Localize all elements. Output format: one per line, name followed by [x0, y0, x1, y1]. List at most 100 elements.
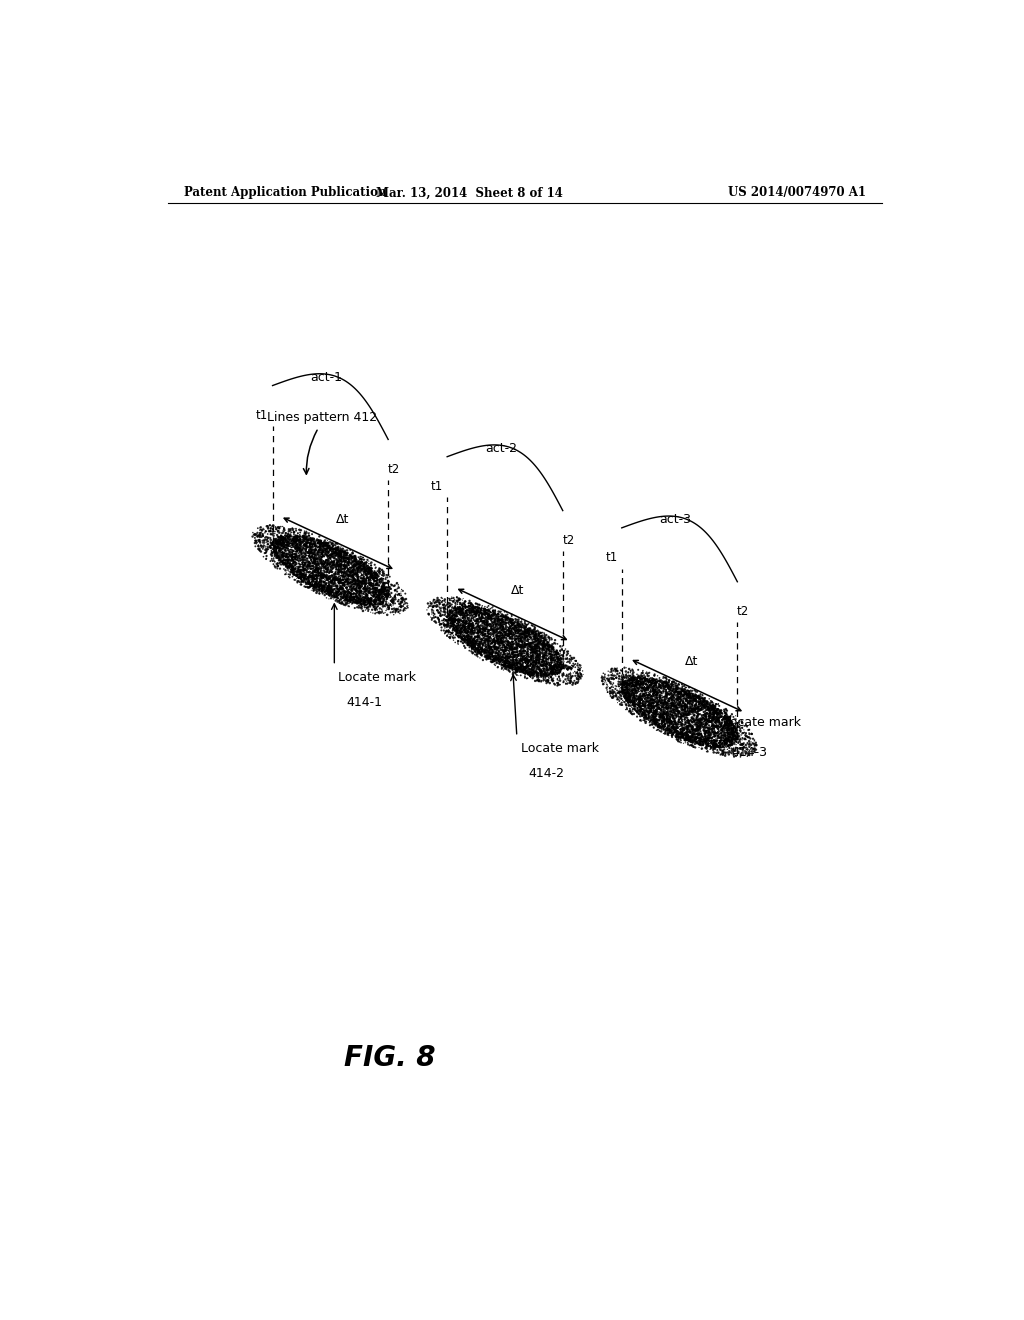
- Point: [717, 730, 733, 751]
- Point: [299, 532, 315, 553]
- Point: [694, 700, 711, 721]
- Point: [367, 578, 383, 599]
- Point: [455, 614, 471, 635]
- Point: [460, 632, 476, 653]
- Point: [671, 684, 687, 705]
- Point: [300, 532, 316, 553]
- Point: [467, 644, 483, 665]
- Point: [477, 632, 494, 653]
- Point: [352, 562, 369, 583]
- Point: [524, 615, 541, 636]
- Point: [708, 742, 724, 763]
- Point: [537, 627, 553, 648]
- Point: [721, 719, 737, 741]
- Point: [722, 713, 738, 734]
- Point: [483, 642, 500, 663]
- Point: [711, 726, 727, 747]
- Point: [492, 623, 508, 644]
- Point: [338, 590, 354, 611]
- Point: [289, 537, 305, 558]
- Point: [527, 619, 544, 640]
- Point: [664, 689, 680, 710]
- Point: [476, 635, 493, 656]
- Point: [573, 657, 590, 678]
- Point: [662, 721, 678, 742]
- Point: [724, 734, 740, 755]
- Point: [627, 676, 643, 697]
- Point: [518, 648, 535, 669]
- Point: [626, 669, 642, 690]
- Point: [466, 602, 482, 623]
- Point: [321, 577, 337, 598]
- Point: [375, 591, 391, 612]
- Point: [289, 540, 305, 561]
- Point: [513, 651, 529, 672]
- Point: [355, 593, 372, 614]
- Point: [481, 643, 498, 664]
- Point: [703, 710, 720, 731]
- Point: [325, 543, 341, 564]
- Point: [662, 706, 678, 727]
- Point: [503, 634, 519, 655]
- Point: [451, 616, 467, 638]
- Point: [649, 686, 666, 708]
- Point: [651, 698, 668, 719]
- Point: [602, 684, 618, 705]
- Point: [684, 730, 700, 751]
- Point: [508, 631, 524, 652]
- Point: [366, 595, 382, 616]
- Point: [276, 525, 293, 546]
- Point: [666, 671, 682, 692]
- Point: [376, 573, 392, 594]
- Point: [304, 561, 321, 582]
- Point: [547, 675, 563, 696]
- Point: [493, 615, 509, 636]
- Point: [664, 689, 680, 710]
- Point: [626, 686, 642, 708]
- Point: [452, 601, 468, 622]
- Point: [445, 603, 462, 624]
- Point: [479, 601, 496, 622]
- Point: [685, 737, 701, 758]
- Point: [510, 622, 526, 643]
- Point: [347, 546, 364, 568]
- Point: [536, 631, 552, 652]
- Point: [512, 614, 528, 635]
- Point: [697, 717, 714, 738]
- Point: [691, 723, 708, 744]
- Point: [645, 678, 662, 700]
- Point: [460, 624, 476, 645]
- Point: [362, 573, 379, 594]
- Point: [616, 688, 633, 709]
- Point: [376, 581, 392, 602]
- Point: [601, 668, 617, 689]
- Point: [471, 605, 487, 626]
- Point: [531, 660, 548, 681]
- Point: [702, 708, 719, 729]
- Point: [295, 565, 311, 586]
- Point: [721, 735, 737, 756]
- Point: [355, 553, 372, 574]
- Point: [340, 550, 356, 572]
- Point: [611, 690, 628, 711]
- Point: [709, 734, 725, 755]
- Point: [508, 649, 524, 671]
- Point: [270, 531, 287, 552]
- Point: [255, 525, 271, 546]
- Point: [642, 698, 658, 719]
- Point: [353, 582, 370, 603]
- Point: [305, 535, 322, 556]
- Point: [454, 598, 470, 619]
- Point: [522, 632, 539, 653]
- Point: [274, 528, 291, 549]
- Point: [331, 544, 347, 565]
- Point: [695, 694, 712, 715]
- Point: [355, 557, 372, 578]
- Point: [688, 731, 705, 752]
- Point: [488, 631, 505, 652]
- Point: [346, 549, 362, 570]
- Point: [341, 569, 357, 590]
- Point: [331, 572, 347, 593]
- Point: [734, 711, 751, 733]
- Point: [660, 723, 677, 744]
